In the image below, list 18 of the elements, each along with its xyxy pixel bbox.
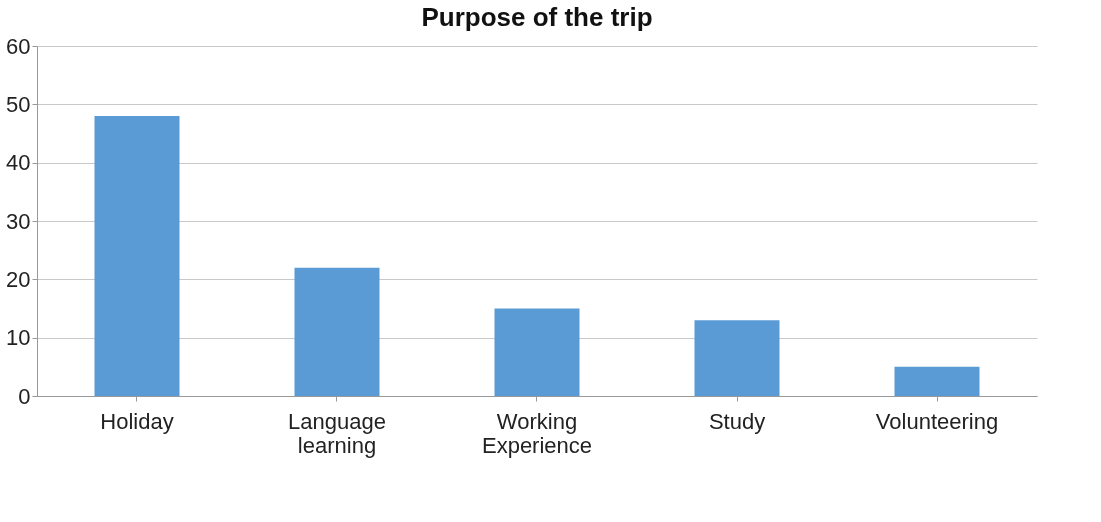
y-tick-label: 30: [6, 208, 31, 234]
y-tick-label: 10: [6, 325, 31, 351]
x-tick-label: Volunteering: [875, 408, 999, 434]
y-tick-label: 0: [18, 383, 31, 409]
chart-title: Purpose of the trip: [421, 2, 653, 32]
y-tick-label: 40: [6, 150, 31, 176]
y-tick-label: 60: [6, 33, 31, 59]
y-tick-label: 50: [6, 91, 31, 117]
x-tick-label: Language learning: [288, 408, 386, 458]
y-tick-label: 20: [6, 266, 31, 292]
x-tick-label: Working Experience: [481, 408, 593, 458]
x-tick-label: Study: [708, 408, 766, 434]
bar: [894, 366, 980, 396]
bar: [294, 267, 380, 396]
bar: [694, 320, 780, 396]
bar: [94, 116, 180, 396]
x-tick-label: Holiday: [100, 408, 174, 434]
bar: [494, 308, 580, 396]
